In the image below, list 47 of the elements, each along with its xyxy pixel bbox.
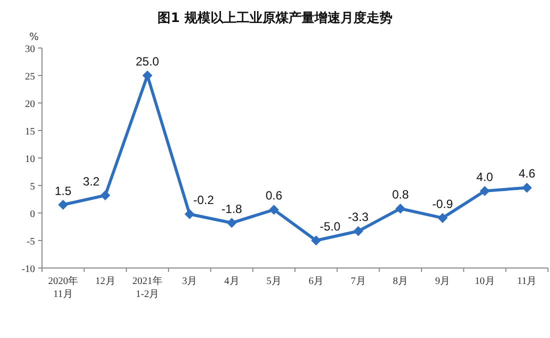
y-tick-label: 20 [25, 99, 35, 110]
point [480, 186, 490, 196]
data-label: -3.3 [348, 210, 369, 224]
x-tick-label: 12月 [95, 276, 116, 287]
y-axis-title: % [29, 32, 39, 43]
data-label: 4.0 [476, 170, 494, 184]
point [58, 200, 68, 210]
y-tick-label: -5 [26, 236, 35, 248]
data-label: 25.0 [136, 54, 160, 68]
y-tick-label: -10 [22, 264, 35, 275]
point [438, 212, 448, 223]
data-label: 0.8 [392, 188, 410, 202]
point [184, 209, 195, 220]
y-tick-label: 0 [30, 209, 35, 220]
point [395, 204, 406, 214]
point [226, 218, 237, 228]
x-tick-label: 2020年 11月 [48, 275, 78, 300]
x-tick-label: 2021年 1-2月 [132, 275, 162, 300]
point [353, 226, 364, 236]
x-tick-label: 5月 [266, 276, 282, 287]
x-tick-label: 8月 [392, 276, 408, 287]
data-label: -5.0 [320, 220, 341, 234]
data-label: 0.6 [266, 188, 283, 203]
point [142, 70, 152, 80]
x-tick-label: 11月 [517, 276, 537, 287]
y-tick-label: 25 [25, 72, 35, 82]
data-label: -0.9 [432, 196, 454, 211]
x-tick-label: 4月 [224, 276, 240, 287]
y-tick-label: 10 [25, 154, 35, 165]
x-tick-label: 3月 [182, 276, 198, 287]
chart-title: 图1 规模以上工业原煤产量增速月度走势 [158, 10, 392, 26]
data-label: 1.5 [54, 184, 72, 198]
y-tick-label: 5 [30, 182, 35, 192]
point [100, 190, 110, 200]
y-tick-label: 15 [25, 126, 35, 138]
point [311, 236, 322, 246]
data-label: 3.2 [82, 174, 100, 188]
x-tick-label: 10月 [474, 276, 495, 287]
data-label: 4.6 [518, 166, 536, 181]
x-tick-label: 7月 [350, 276, 366, 287]
point [522, 182, 532, 193]
data-label: -1.8 [221, 202, 242, 216]
point [268, 204, 279, 215]
x-tick-label: 9月 [435, 276, 450, 287]
y-tick-label: 30 [25, 44, 35, 55]
data-label: -0.2 [193, 193, 214, 208]
x-tick-label: 6月 [308, 276, 324, 287]
